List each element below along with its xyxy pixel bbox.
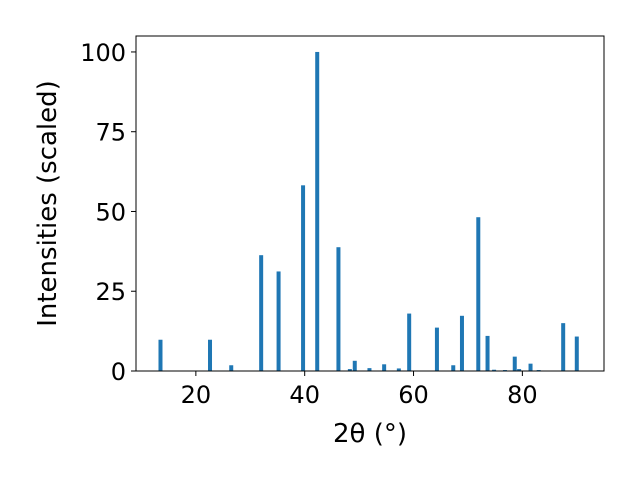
- bar: [315, 51, 320, 371]
- bar: [528, 363, 533, 371]
- bar: [336, 247, 341, 371]
- bar: [492, 369, 497, 371]
- bar: [158, 339, 163, 371]
- x-axis-label: 2θ (°): [333, 419, 407, 449]
- y-axis-ticks: 0 25 50 75 100: [80, 39, 136, 386]
- bar: [259, 255, 264, 371]
- bar: [229, 365, 234, 371]
- x-tick-label: 20: [181, 381, 212, 409]
- bar: [459, 315, 464, 371]
- bar: [367, 368, 372, 371]
- x-tick-label: 40: [289, 381, 320, 409]
- bar: [407, 313, 412, 371]
- y-tick-label: 75: [95, 119, 126, 147]
- bar: [276, 271, 281, 371]
- bar: [485, 335, 490, 371]
- x-tick-label: 80: [507, 381, 538, 409]
- bar: [574, 336, 579, 371]
- bar: [434, 327, 439, 371]
- bar: [561, 323, 566, 371]
- x-axis-ticks: 20 40 60 80: [181, 371, 538, 409]
- bar: [347, 369, 352, 371]
- bar: [352, 360, 357, 371]
- x-tick-label: 60: [398, 381, 429, 409]
- bar: [301, 185, 306, 371]
- y-tick-label: 25: [95, 278, 126, 306]
- bars-group: [158, 51, 579, 371]
- bar: [517, 369, 522, 371]
- y-tick-label: 50: [95, 198, 126, 226]
- bar: [451, 365, 456, 371]
- plot-frame: [135, 35, 605, 372]
- bar: [396, 368, 401, 371]
- y-tick-label: 100: [80, 39, 126, 67]
- y-tick-label: 0: [111, 358, 126, 386]
- bar: [476, 217, 481, 371]
- bar: [382, 364, 387, 371]
- bar: [512, 356, 517, 371]
- bar: [208, 339, 213, 371]
- y-axis-label: Intensities (scaled): [33, 80, 63, 327]
